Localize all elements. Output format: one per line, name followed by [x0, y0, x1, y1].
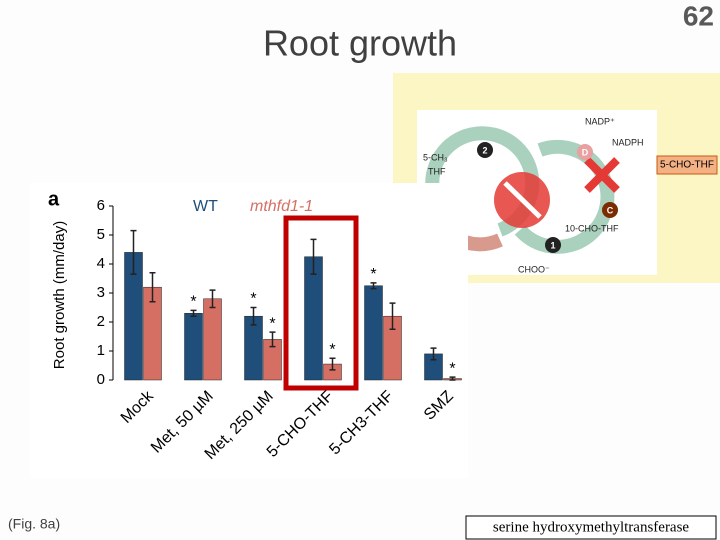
- y-tick-label: 4: [97, 255, 105, 272]
- page-number: 62: [683, 0, 714, 31]
- error-bar: [449, 376, 456, 381]
- error-bar: [310, 238, 317, 275]
- significance-mark: *: [269, 315, 275, 332]
- side-label-box: [656, 155, 718, 175]
- diagram-node-label: D: [582, 147, 589, 157]
- significance-mark: *: [250, 291, 256, 308]
- diagram-label: 10-CHO-THF: [565, 223, 619, 233]
- diagram-node-label: C: [607, 205, 614, 215]
- significance-mark: *: [370, 266, 376, 283]
- caption: (Fig. 8a): [8, 516, 60, 532]
- diagram-node: [577, 144, 593, 160]
- diagram-label: THF: [428, 166, 446, 176]
- highlight-box: [283, 215, 359, 391]
- legend-label: mthfd1-1: [250, 198, 313, 215]
- footer-text: serine hydroxymethyltransferase: [493, 519, 690, 535]
- y-tick-label: 0: [97, 371, 105, 388]
- significance-mark: *: [190, 294, 196, 311]
- bar: [184, 313, 203, 381]
- slide-title: Root growth: [263, 23, 457, 64]
- bar: [364, 285, 383, 381]
- block-sign: [503, 181, 542, 219]
- error-bar: [149, 271, 156, 303]
- diagram-node: [545, 237, 561, 253]
- footer-box: [465, 515, 717, 540]
- error-bar: [370, 282, 377, 290]
- error-bar: [190, 309, 197, 317]
- diagram-node-label: 2: [482, 145, 487, 155]
- error-bar: [389, 302, 396, 330]
- error-bar: [430, 347, 437, 361]
- error-bar: [130, 229, 137, 275]
- cross-mark: [584, 157, 620, 193]
- y-tick-label: 5: [97, 226, 105, 243]
- error-bar: [329, 357, 336, 371]
- significance-mark: *: [449, 360, 455, 377]
- diagram-label: NADP⁺: [585, 116, 615, 126]
- significance-mark: *: [329, 341, 335, 358]
- panel-label: a: [48, 188, 60, 210]
- bar: [203, 298, 222, 381]
- bar: [304, 256, 323, 381]
- y-tick-label: 6: [97, 197, 105, 214]
- legend-label: WT: [193, 198, 218, 215]
- diagram-label: NADPH: [612, 137, 644, 147]
- diagram-node: [477, 142, 493, 158]
- diagram-label: 5-CH₃: [423, 152, 448, 162]
- diagram-node: [602, 202, 618, 218]
- y-tick-label: 1: [97, 342, 105, 359]
- y-axis-label: Root growth (mm/day): [51, 221, 68, 369]
- y-tick-label: 3: [97, 284, 105, 301]
- error-bar: [209, 289, 216, 309]
- bar: [244, 315, 263, 381]
- diagram-label: CHOO⁻: [518, 264, 550, 274]
- error-bar: [269, 331, 276, 348]
- y-tick-label: 2: [97, 313, 105, 330]
- error-bar: [250, 306, 257, 326]
- diagram-node-label: 1: [550, 240, 555, 250]
- side-label: 5-CHO-THF: [660, 160, 714, 171]
